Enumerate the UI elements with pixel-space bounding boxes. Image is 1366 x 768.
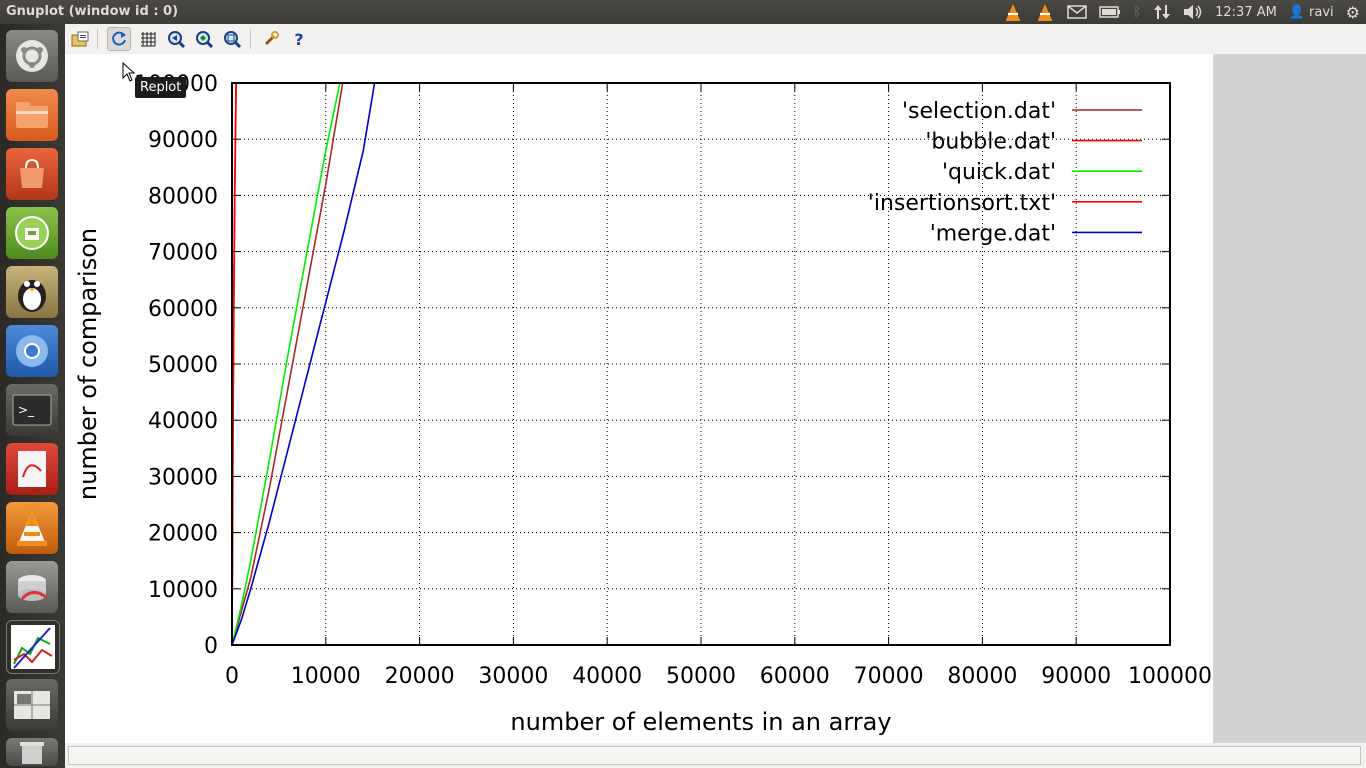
vlc-icon[interactable] [6, 502, 58, 554]
files-icon[interactable] [6, 89, 58, 141]
trash-icon[interactable] [6, 738, 58, 766]
mail-icon[interactable] [1067, 0, 1088, 24]
status-bar [65, 743, 1366, 768]
vlc-tray-icon-2[interactable] [1035, 0, 1055, 24]
user-menu[interactable]: 👤 ravi [1289, 0, 1334, 24]
zoom-previous-button[interactable] [164, 27, 188, 51]
x-tick-label: 0 [225, 664, 239, 689]
disk-utility-icon[interactable] [6, 561, 58, 613]
toolbar-separator [97, 29, 98, 49]
autoscale-button[interactable] [220, 27, 244, 51]
help-icon[interactable]: ? [294, 29, 304, 49]
zoom-next-button[interactable] [192, 27, 216, 51]
dash-home-icon[interactable] [6, 30, 58, 82]
user-icon: 👤 [1288, 4, 1306, 20]
y-tick-label: 10000 [148, 578, 218, 603]
vlc-tray-icon[interactable] [1003, 0, 1023, 24]
svg-text:>_: >_ [18, 403, 35, 417]
replot-tooltip: Replot [135, 77, 187, 98]
x-tick-label: 20000 [385, 664, 455, 689]
legend-label: 'merge.dat' [930, 221, 1056, 246]
series-lines [232, 83, 376, 645]
x-tick-label: 80000 [947, 664, 1017, 689]
gnuplot-icon[interactable] [6, 620, 60, 674]
toolbar: ? [65, 24, 1366, 54]
plot-canvas[interactable]: 0 10000 20000 30000 40000 50000 60000 70000 8000… [65, 54, 1213, 743]
y-tick-label: 0 [204, 634, 218, 659]
terminal-icon[interactable]: >_ [6, 384, 58, 436]
mouse-cursor [122, 62, 136, 82]
bluetooth-icon[interactable]: ᛒ [1133, 4, 1142, 20]
penguin-app-icon[interactable] [6, 266, 58, 318]
legend-label: 'selection.dat' [902, 99, 1056, 124]
legend-label: 'insertionsort.txt' [868, 191, 1056, 216]
y-tick-label: 20000 [148, 522, 218, 547]
tick-marks [231, 82, 1171, 646]
top-panel: Gnuplot (window id : 0) ᛒ 12:37 AM 👤 rav… [0, 0, 1366, 24]
gnuplot-window: ? 0 10000 20000 30000 40000 50000 60000 70000 80… [65, 24, 1366, 768]
series-line-quick [232, 83, 341, 645]
x-tick-label: 50000 [666, 664, 736, 689]
software-center-icon[interactable] [6, 148, 58, 200]
clock[interactable]: 12:37 AM [1215, 4, 1277, 20]
window-title: Gnuplot (window id : 0) [6, 4, 179, 19]
x-tick-label: 40000 [572, 664, 642, 689]
legend-label: 'quick.dat' [942, 160, 1056, 185]
network-icon[interactable] [1153, 0, 1171, 24]
y-tick-label: 50000 [148, 353, 218, 378]
user-name: ravi [1309, 4, 1334, 20]
volume-icon[interactable] [1183, 0, 1203, 24]
series-line-selection [232, 83, 344, 645]
wrench-icon[interactable] [259, 27, 283, 51]
replot-button[interactable] [107, 27, 131, 51]
x-tick-label: 100000 [1128, 664, 1212, 689]
x-tick-label: 90000 [1041, 664, 1111, 689]
y-tick-label: 90000 [148, 128, 218, 153]
grid-lines [232, 83, 1170, 645]
workspace-switcher-icon[interactable] [6, 679, 58, 731]
legend: 'selection.dat' 'bubble.dat' 'quick.dat' 'i… [868, 99, 1142, 246]
status-text-box [68, 746, 1361, 765]
y-tick-label: 40000 [148, 409, 218, 434]
x-tick-label: 60000 [760, 664, 830, 689]
export-button[interactable] [68, 27, 92, 51]
y-tick-label: 70000 [148, 241, 218, 266]
plot-svg[interactable]: 0 10000 20000 30000 40000 50000 60000 70000 8000… [65, 54, 1213, 743]
y-tick-label: 80000 [148, 184, 218, 209]
series-line-merge [232, 83, 376, 645]
x-tick-label: 70000 [854, 664, 924, 689]
tick-labels: 0 10000 20000 30000 40000 50000 60000 70000 8000… [134, 72, 1212, 689]
system-tray: ᛒ 12:37 AM 👤 ravi ⚙ [997, 0, 1366, 24]
grid-button[interactable] [136, 27, 160, 51]
chromium-icon[interactable] [6, 325, 58, 377]
unused-area [1213, 54, 1366, 743]
battery-icon[interactable] [1099, 0, 1121, 24]
toolbar-separator [250, 29, 251, 49]
legend-label: 'bubble.dat' [925, 130, 1056, 155]
gear-icon[interactable]: ⚙ [1345, 2, 1360, 22]
y-axis-label: number of comparison [74, 228, 102, 500]
cloud-storage-icon[interactable] [6, 207, 58, 259]
y-tick-label: 30000 [148, 465, 218, 490]
y-tick-label: 60000 [148, 297, 218, 322]
x-tick-label: 10000 [291, 664, 361, 689]
x-tick-label: 30000 [478, 664, 548, 689]
launcher: >_ [0, 24, 65, 768]
document-viewer-icon[interactable] [6, 443, 58, 495]
x-axis-label: number of elements in an array [510, 708, 891, 736]
